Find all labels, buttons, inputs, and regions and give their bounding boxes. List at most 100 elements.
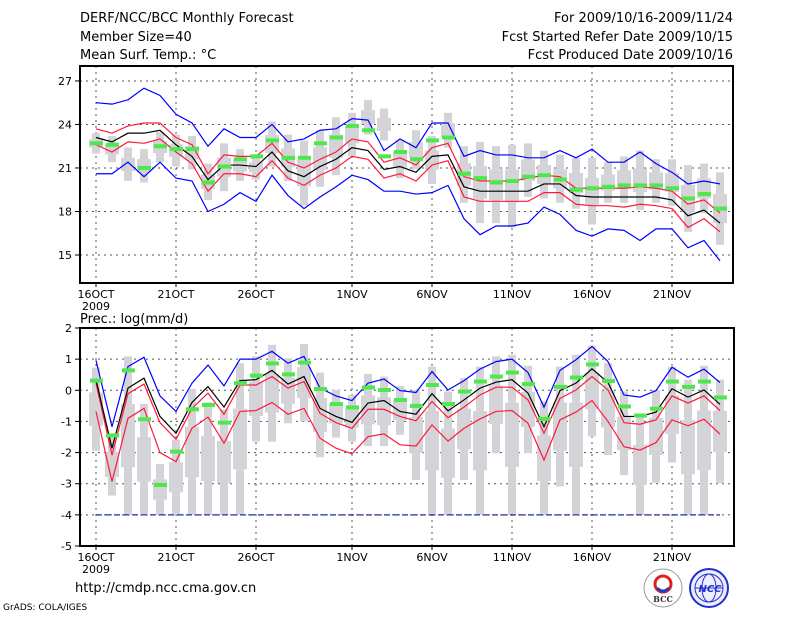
spread-lower-line xyxy=(95,399,721,482)
ensemble-box-quartiles xyxy=(473,411,487,471)
ensemble-box-quartiles xyxy=(345,125,359,144)
y-tick-label: 18 xyxy=(58,205,72,218)
observation-marker xyxy=(570,375,583,380)
ensemble-box-quartiles xyxy=(249,381,263,417)
observation-marker xyxy=(362,128,375,133)
x-tick-label: 6NOV xyxy=(416,288,448,301)
observation-marker xyxy=(506,370,519,375)
ensemble-box-quartiles xyxy=(409,416,423,453)
observation-marker xyxy=(618,183,631,188)
observation-marker xyxy=(234,157,247,162)
observation-marker xyxy=(522,382,535,387)
x-tick-label: 26OCT xyxy=(237,288,274,301)
forecast-period: For 2009/10/16-2009/11/24 xyxy=(554,11,733,26)
ensemble-mean-line xyxy=(95,129,721,224)
forecast-title: DERF/NCC/BCC Monthly Forecast xyxy=(80,11,294,26)
ensemble-box-quartiles xyxy=(473,166,487,199)
observation-marker xyxy=(138,165,151,170)
ensemble-box-quartiles xyxy=(281,377,295,404)
spread-upper-line xyxy=(95,375,721,456)
observation-marker xyxy=(106,142,119,147)
observation-marker xyxy=(490,374,503,379)
ensemble-box-quartiles xyxy=(233,408,247,470)
observation-marker xyxy=(682,384,695,389)
plot-frame xyxy=(79,65,734,284)
observation-marker xyxy=(474,176,487,181)
ensemble-mean-line xyxy=(95,367,721,449)
observation-marker xyxy=(394,397,407,402)
observation-marker xyxy=(394,150,407,155)
ensemble-box-quartiles xyxy=(489,169,503,201)
ensemble-box-quartiles xyxy=(633,444,647,485)
x-tick-label: 1NOV xyxy=(336,288,368,301)
observation-marker xyxy=(650,183,663,188)
observation-marker xyxy=(410,157,423,162)
ensemble-box-quartiles xyxy=(601,390,615,428)
x-tick-label: 26OCT xyxy=(237,551,274,564)
ensemble-box-quartiles xyxy=(377,118,391,131)
observation-marker xyxy=(714,395,727,400)
observation-marker xyxy=(330,135,343,140)
y-tick-label: 2 xyxy=(65,322,72,335)
ensemble-box-quartiles xyxy=(665,395,679,434)
observation-marker xyxy=(234,381,247,386)
observation-marker xyxy=(714,206,727,211)
ensemble-box-quartiles xyxy=(585,177,599,205)
observation-marker xyxy=(426,138,439,143)
ensemble-box-quartiles xyxy=(121,157,135,172)
observation-marker xyxy=(666,379,679,384)
observation-marker xyxy=(378,387,391,392)
y-tick-label: -5 xyxy=(61,540,72,553)
observation-marker xyxy=(554,177,567,182)
ensemble-box-quartiles xyxy=(313,147,327,170)
observation-marker xyxy=(426,382,439,387)
precipitation-panel: -5 -4 -3 -2 -1 0 1 2 16OCT 21OCT 26OCT 1NOV 6NOV 11NO… xyxy=(61,322,735,576)
observation-marker xyxy=(586,186,599,191)
x-tick-label: 16OCT xyxy=(77,551,114,564)
y-tick-label: 15 xyxy=(58,249,72,262)
ensemble-box-quartiles xyxy=(393,151,407,167)
y-tick-label: 24 xyxy=(58,118,72,131)
svg-text:NCC: NCC xyxy=(698,584,722,595)
observation-marker xyxy=(218,164,231,169)
ensemble-box-quartiles xyxy=(329,404,343,424)
ensemble-box-quartiles xyxy=(105,451,119,477)
ensemble-box-quartiles xyxy=(377,397,391,426)
ensemble-box-quartiles xyxy=(425,150,439,170)
ensemble-box-quartiles xyxy=(169,462,183,493)
website-link[interactable]: http://cmdp.ncc.cma.gov.cn xyxy=(75,581,257,596)
bcc-logo-icon: BCC xyxy=(643,568,683,608)
observation-marker xyxy=(154,144,167,149)
ensemble-box-quartiles xyxy=(489,385,503,425)
observation-marker xyxy=(218,420,231,425)
start-date: Fcst Started Refer Date 2009/10/15 xyxy=(501,30,733,45)
x-year-label: 2009 xyxy=(82,300,110,313)
x-year-label: 2009 xyxy=(82,563,110,576)
observation-marker xyxy=(330,401,343,406)
ensemble-box-quartiles xyxy=(553,402,567,451)
ensemble-box-quartiles xyxy=(441,123,455,138)
observation-marker xyxy=(282,372,295,377)
ensemble-box-quartiles xyxy=(505,402,519,467)
observation-marker xyxy=(458,171,471,176)
observation-marker xyxy=(442,135,455,140)
ensemble-box-quartiles xyxy=(249,162,263,173)
observation-marker xyxy=(522,174,535,179)
x-tick-label: 11NOV xyxy=(493,288,532,301)
observation-marker xyxy=(490,180,503,185)
ensemble-box-quartiles xyxy=(537,435,551,481)
observation-marker xyxy=(682,196,695,201)
svg-text:BCC: BCC xyxy=(653,594,673,604)
ensemble-box-quartiles xyxy=(121,403,135,468)
ensemble-box-quartiles xyxy=(361,110,375,125)
observation-marker xyxy=(698,379,711,384)
observation-marker xyxy=(314,387,327,392)
observation-marker xyxy=(378,154,391,159)
temperature-panel: 15 18 21 24 27 16OCT 21OCT 26OCT 1NOV 6NOV 11NOV 16… xyxy=(58,65,734,313)
ensemble-box-quartiles xyxy=(201,436,215,482)
ensemble-box-quartiles xyxy=(697,410,711,471)
ensemble-box-quartiles xyxy=(89,392,103,426)
observation-marker xyxy=(346,405,359,410)
observation-marker xyxy=(570,187,583,192)
ensemble-box-quartiles xyxy=(185,426,199,478)
